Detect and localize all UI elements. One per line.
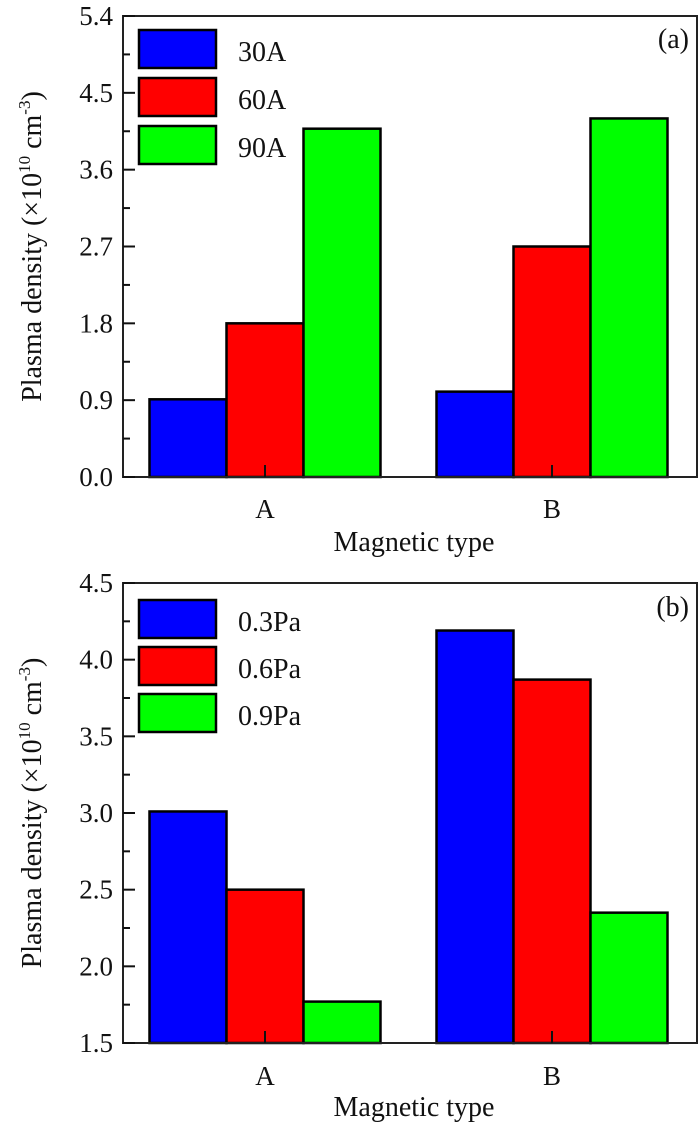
legend-swatch-0.3Pa [137,598,218,640]
y-title-exp2: -3 [15,667,34,681]
y-tick-label: 2.5 [79,875,113,905]
legend-label-0.3Pa: 0.3Pa [238,607,302,638]
y-title-exp1: 10 [15,156,34,173]
y-title-main: Plasma density (× [17,201,48,402]
y-title-end: ) [17,91,48,100]
bar-B-60A [512,245,592,479]
y-tick-label: 1.8 [79,308,113,338]
y-tick-label: 3.6 [79,155,113,185]
y-title-base: 10 [17,173,48,201]
bar-A-30A [148,398,228,479]
y-tick-label: 0.9 [79,385,113,415]
panel-label: (a) [658,24,689,55]
legend-label-0.9Pa: 0.9Pa [238,701,302,732]
bar-A-0.3Pa [148,810,228,1045]
bar-A-60A [225,322,305,479]
y-title-main: Plasma density (× [17,767,48,968]
legend-label-0.6Pa: 0.6Pa [238,654,302,685]
legend-label-60A: 60A [238,85,287,116]
x-tick-label-B: B [543,494,561,524]
legend-swatch-60A [137,76,218,118]
bar-B-0.9Pa [589,911,669,1045]
bar-B-90A [589,117,669,479]
y-tick-label: 1.5 [79,1028,113,1058]
bar-B-0.6Pa [512,678,592,1045]
y-axis-title: Plasma density (×1010 cm-3) [15,91,48,402]
bar-B-0.3Pa [435,629,515,1045]
x-tick-label-A: A [255,494,275,524]
y-tick-label: 4.0 [79,645,113,675]
x-axis-title: Magnetic type [334,1092,495,1123]
y-title-end: ) [17,658,48,667]
y-title-base: 10 [17,739,48,767]
chart-panel-a: 0.0 0.9 1.8 2.7 3.6 4.5 5.4 A B Magnetic type Plas… [15,1,698,558]
bar-A-0.6Pa [225,888,305,1045]
y-tick-label: 0.0 [79,462,113,492]
legend-swatch-0.9Pa [137,692,218,734]
y-tick-label: 4.5 [79,78,113,108]
x-tick-label-A: A [255,1061,275,1091]
legend-swatch-30A [137,28,218,70]
y-title-unit: cm [17,681,48,722]
y-tick-label: 5.4 [79,1,113,31]
bar-A-90A [302,127,382,479]
x-tick-label-B: B [543,1061,561,1091]
bar-B-30A [435,390,515,479]
panel-label: (b) [656,592,689,623]
y-title-exp2: -3 [15,101,34,115]
y-tick-label: 4.5 [79,568,113,598]
y-tick-label: 3.5 [79,721,113,751]
y-title-exp1: 10 [15,722,34,739]
y-tick-label: 2.0 [79,951,113,981]
legend-label-30A: 30A [238,37,287,68]
y-title-unit: cm [17,114,48,155]
bar-A-0.9Pa [302,1000,382,1045]
legend-label-90A: 90A [238,133,287,164]
y-tick-label: 2.7 [79,232,113,262]
y-tick-label: 3.0 [79,798,113,828]
legend-swatch-0.6Pa [137,645,218,687]
y-axis-title: Plasma density (×1010 cm-3) [15,658,48,969]
chart-panel-b: 1.5 2.0 2.5 3.0 3.5 4.0 4.5 A B Magnetic type Plas… [15,568,698,1123]
x-axis-title: Magnetic type [334,527,495,558]
legend-swatch-90A [137,124,218,166]
